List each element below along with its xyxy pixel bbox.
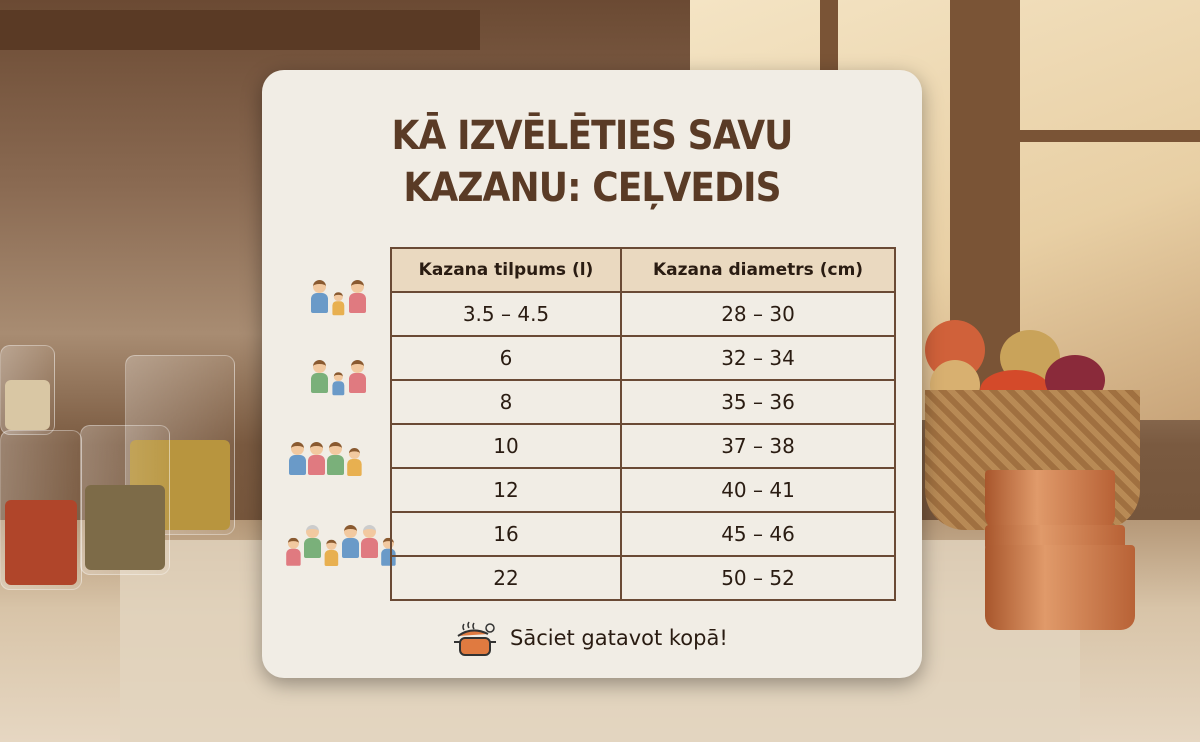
- volume-cell: 3.5 – 4.5: [390, 291, 622, 337]
- table-row: 6 32 – 34: [390, 335, 896, 381]
- copper-cup: [985, 545, 1135, 630]
- cooking-pot-icon: [454, 621, 496, 656]
- diameter-cell: 32 – 34: [620, 335, 896, 381]
- diameter-cell: 35 – 36: [620, 379, 896, 425]
- title-line-2: KAZANU: CEĻVEDIS: [403, 165, 781, 211]
- volume-cell: 16: [390, 511, 622, 557]
- table-row: 10 37 – 38: [390, 423, 896, 469]
- table-row: 12 40 – 41: [390, 467, 896, 513]
- diameter-cell: 45 – 46: [620, 511, 896, 557]
- diameter-cell: 50 – 52: [620, 555, 896, 601]
- volume-cell: 8: [390, 379, 622, 425]
- table-row: 3.5 – 4.5 28 – 30: [390, 291, 896, 337]
- footer-text: Sāciet gatavot kopā!: [510, 626, 728, 650]
- table-header-row: Kazana tilpums (l) Kazana diametrs (cm): [390, 247, 896, 293]
- family-icon-medium: [288, 442, 363, 476]
- spice-jar: [0, 430, 82, 590]
- diameter-cell: 40 – 41: [620, 467, 896, 513]
- table-row: 22 50 – 52: [390, 555, 896, 601]
- diameter-cell: 37 – 38: [620, 423, 896, 469]
- table-row: 16 45 – 46: [390, 511, 896, 557]
- sign-footer: Sāciet gatavot kopā!: [452, 618, 728, 658]
- kazan-guide-sign: KĀ IZVĒLĒTIES SAVU KAZANU: CEĻVEDIS Kaza…: [262, 70, 922, 678]
- wall-shelf: [0, 10, 480, 50]
- volume-cell: 6: [390, 335, 622, 381]
- volume-cell: 10: [390, 423, 622, 469]
- title-line-1: KĀ IZVĒLĒTIES SAVU: [391, 113, 793, 159]
- header-volume: Kazana tilpums (l): [390, 247, 622, 293]
- kazan-size-table: Kazana tilpums (l) Kazana diametrs (cm) …: [390, 247, 896, 601]
- sign-title: KĀ IZVĒLĒTIES SAVU KAZANU: CEĻVEDIS: [295, 110, 889, 214]
- family-icon-small: [310, 360, 366, 396]
- family-icon-small: [310, 280, 366, 316]
- volume-cell: 12: [390, 467, 622, 513]
- spice-jar: [0, 345, 55, 435]
- table-row: 8 35 – 36: [390, 379, 896, 425]
- family-icon-large: [284, 525, 397, 566]
- volume-cell: 22: [390, 555, 622, 601]
- header-diameter: Kazana diametrs (cm): [620, 247, 896, 293]
- diameter-cell: 28 – 30: [620, 291, 896, 337]
- copper-cup: [985, 470, 1115, 530]
- spice-jar: [80, 425, 170, 575]
